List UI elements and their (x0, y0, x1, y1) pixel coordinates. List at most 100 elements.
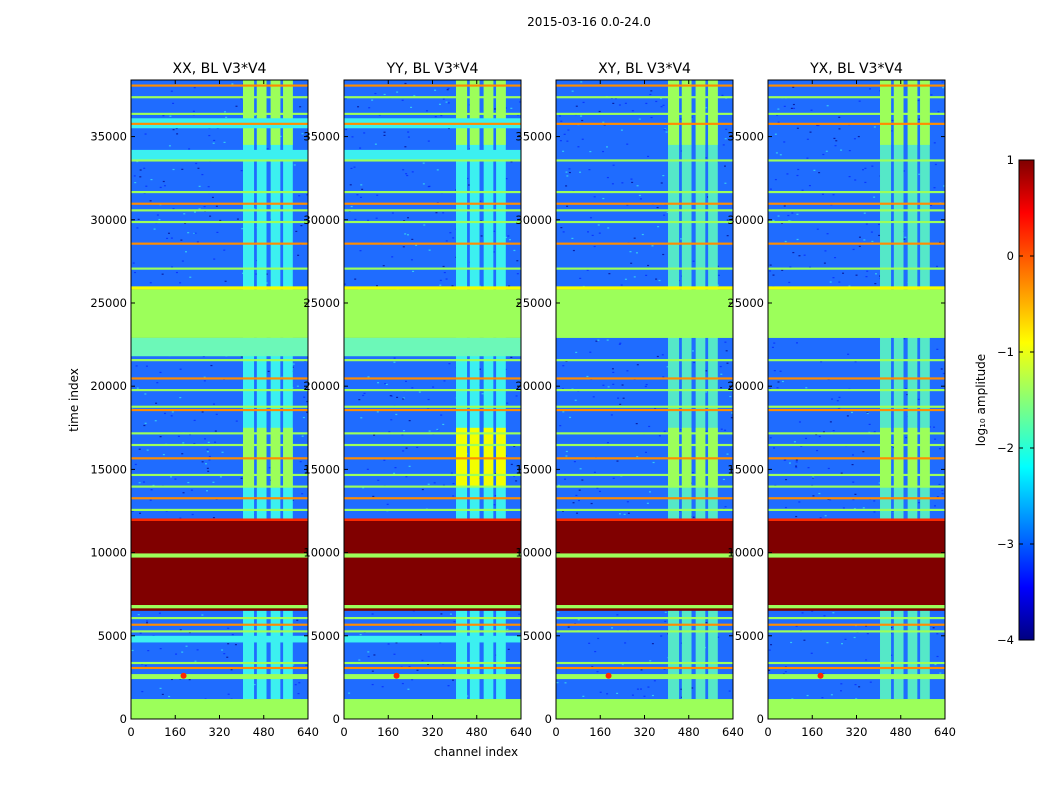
rfi-line (556, 267, 733, 270)
noise-speck (371, 670, 374, 672)
noise-speck (692, 516, 695, 518)
y-tick-label: 20000 (727, 379, 764, 393)
noise-speck (493, 230, 496, 232)
noise-speck (146, 622, 149, 624)
noise-speck (690, 116, 693, 118)
noise-speck (777, 381, 780, 383)
rfi-line (768, 457, 945, 460)
noise-speck (662, 253, 665, 256)
noise-speck (227, 693, 230, 695)
noise-speck (197, 167, 200, 169)
noise-speck (890, 627, 893, 629)
noise-speck (427, 483, 430, 485)
noise-speck (578, 489, 581, 491)
noise-speck (691, 350, 694, 352)
heatmap-image (131, 80, 308, 719)
noise-speck (297, 693, 300, 695)
noise-speck (215, 413, 218, 415)
noise-speck (873, 196, 876, 198)
signal-column-top (256, 80, 267, 145)
noise-speck (383, 131, 386, 133)
noise-speck (724, 138, 727, 140)
noise-speck (606, 146, 609, 148)
noise-speck (858, 100, 861, 102)
noise-speck (572, 502, 575, 504)
noise-speck (559, 140, 562, 142)
noise-speck (223, 653, 226, 655)
noise-speck (693, 361, 696, 364)
noise-speck (213, 139, 216, 142)
noise-speck (626, 143, 629, 145)
noise-speck (516, 273, 519, 275)
noise-speck (769, 387, 772, 389)
rfi-line (131, 220, 308, 224)
panel-title: YX, BL V3*V4 (809, 61, 903, 77)
noise-speck (855, 274, 858, 276)
noise-speck (812, 495, 815, 497)
noise-speck (772, 219, 775, 222)
rfi-line (131, 122, 308, 125)
noise-speck (373, 654, 376, 656)
noise-speck (203, 376, 206, 378)
background-band (131, 80, 308, 719)
noise-speck (566, 175, 569, 177)
noise-speck (557, 611, 560, 613)
noise-speck (837, 408, 840, 410)
noise-speck (864, 167, 867, 169)
noise-speck (730, 417, 733, 419)
colorbar-label: log₁₀ amplitude (974, 354, 988, 446)
signal-column-top (695, 80, 706, 145)
noise-speck (138, 448, 141, 450)
noise-speck (731, 412, 733, 414)
noise-speck (240, 477, 243, 479)
rfi-line (556, 623, 733, 626)
noise-speck (182, 442, 185, 444)
source-blip (180, 672, 187, 679)
noise-speck (607, 386, 610, 388)
noise-speck (795, 466, 798, 469)
noise-speck (206, 451, 209, 453)
signal-column-top (668, 80, 680, 145)
noise-speck (777, 121, 780, 123)
noise-speck (792, 103, 795, 106)
noise-speck (578, 499, 581, 502)
noise-speck (161, 273, 164, 275)
x-tick-label: 480 (890, 725, 912, 739)
noise-speck (563, 133, 566, 135)
signal-column-bright (469, 427, 480, 487)
noise-speck (890, 220, 893, 222)
noise-speck (579, 468, 582, 470)
edge-line (131, 286, 308, 290)
noise-speck (647, 155, 650, 158)
y-tick-label: 20000 (303, 379, 340, 393)
noise-speck (863, 239, 866, 241)
noise-speck (445, 240, 448, 242)
noise-speck (769, 264, 772, 266)
y-tick-label: 0 (757, 712, 764, 726)
noise-speck (216, 231, 219, 234)
y-tick-label: 0 (545, 712, 552, 726)
noise-speck (917, 398, 920, 400)
noise-speck (575, 494, 578, 497)
noise-speck (192, 110, 195, 112)
rfi-line (556, 122, 733, 125)
noise-speck (705, 107, 708, 109)
noise-speck (556, 682, 559, 684)
noise-speck (610, 414, 613, 416)
noise-speck (866, 270, 869, 272)
noise-speck (936, 265, 939, 268)
noise-speck (565, 171, 568, 173)
x-tick-label: 160 (589, 725, 611, 739)
noise-speck (230, 669, 233, 671)
noise-speck (586, 269, 589, 271)
noise-speck (606, 339, 609, 341)
heatmap-image (768, 80, 945, 719)
noise-speck (567, 626, 570, 628)
x-tick-label: 320 (209, 725, 231, 739)
noise-speck (513, 249, 516, 252)
noise-speck (832, 277, 835, 279)
y-tick-label: 25000 (90, 296, 127, 310)
noise-speck (201, 461, 204, 463)
noise-speck (452, 237, 455, 239)
noise-speck (823, 615, 826, 617)
